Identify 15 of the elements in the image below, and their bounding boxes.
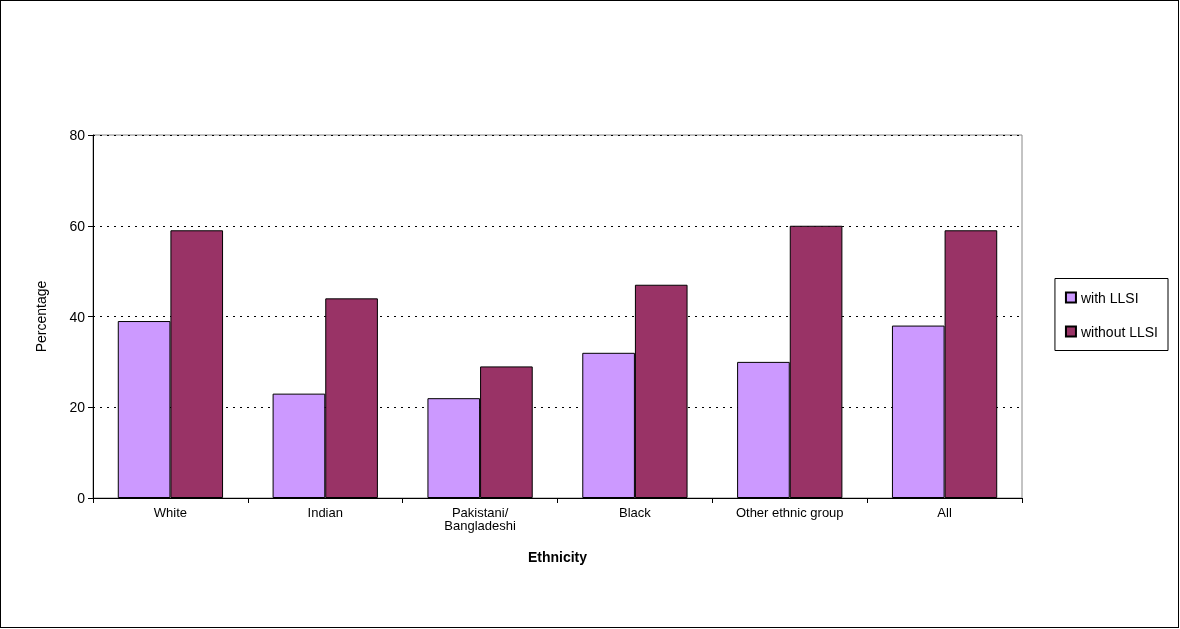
y-tick-label: 40 bbox=[69, 308, 86, 325]
y-tick-label: 60 bbox=[69, 217, 86, 234]
y-tick-label: 80 bbox=[69, 127, 86, 143]
legend-label: with LLSI bbox=[1079, 289, 1139, 306]
x-tick-label: White bbox=[153, 505, 188, 520]
x-tick-label: Pakistani/ Bangladeshi bbox=[444, 505, 516, 533]
legend-label: without LLSI bbox=[1079, 323, 1159, 340]
y-tick-label: 0 bbox=[77, 490, 86, 506]
y-axis-title: Percentage bbox=[33, 280, 49, 353]
y-tick-label: 20 bbox=[69, 399, 86, 416]
x-tick-label: Indian bbox=[307, 505, 343, 520]
x-axis-title: Ethnicity bbox=[527, 549, 588, 565]
x-tick-label: All bbox=[937, 505, 952, 520]
x-tick-label: Other ethnic group bbox=[735, 505, 844, 520]
x-tick-label: Black bbox=[619, 505, 652, 520]
